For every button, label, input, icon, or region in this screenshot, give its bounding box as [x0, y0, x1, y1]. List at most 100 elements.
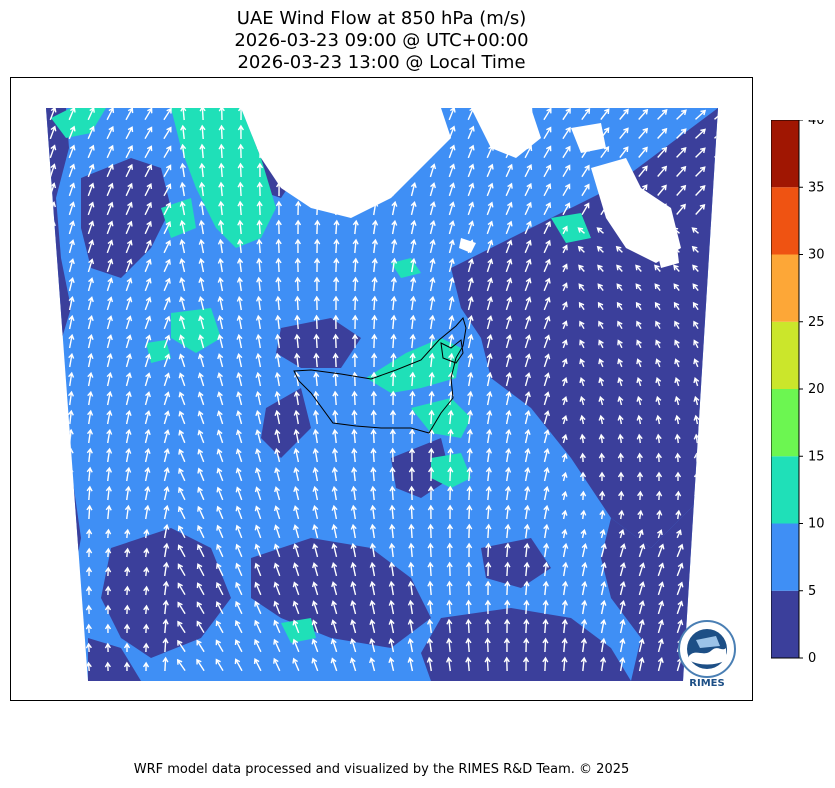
wind-arrow — [332, 333, 339, 349]
wind-arrow — [562, 301, 568, 311]
wind-arrow — [256, 238, 263, 254]
wind-map — [46, 108, 718, 681]
wind-arrow — [485, 466, 492, 482]
wind-arrow — [693, 395, 700, 406]
wind-arrow — [429, 239, 436, 254]
wind-arrow — [218, 108, 225, 121]
wind-arrow — [254, 467, 262, 482]
wind-arrow — [369, 561, 376, 577]
wind-arrow — [619, 165, 629, 178]
wind-arrow — [427, 561, 434, 577]
wind-arrow — [180, 108, 187, 121]
wind-arrow — [349, 657, 357, 672]
wind-arrow — [597, 264, 604, 272]
wind-arrow — [504, 504, 511, 520]
wind-arrow — [635, 301, 642, 311]
wind-arrow — [467, 296, 474, 311]
wind-arrow — [486, 108, 494, 121]
wind-arrow — [391, 108, 399, 121]
wind-arrow — [334, 124, 341, 140]
wind-arrow — [543, 372, 551, 387]
wind-arrow — [429, 276, 436, 292]
wind-arrow — [636, 339, 642, 349]
wind-arrow — [543, 277, 551, 292]
wind-arrow — [255, 314, 262, 330]
wind-arrow — [599, 509, 606, 520]
wind-arrow — [388, 580, 395, 596]
wind-arrow — [580, 528, 587, 539]
wind-arrow — [294, 333, 301, 349]
wind-arrow — [505, 163, 513, 178]
wind-arrow — [657, 600, 665, 615]
wind-arrow — [524, 447, 531, 463]
wind-arrow — [371, 295, 378, 311]
wind-arrow — [352, 219, 359, 235]
wind-arrow — [636, 414, 643, 425]
wind-arrow — [351, 390, 358, 406]
wind-arrow — [255, 371, 262, 387]
wind-arrow — [485, 447, 493, 463]
wind-arrow — [86, 504, 93, 520]
wind-arrow — [87, 277, 94, 292]
wind-arrow — [87, 125, 95, 140]
wind-arrow — [467, 352, 474, 368]
wind-arrow — [143, 585, 150, 596]
wind-arrow — [581, 580, 588, 596]
wind-arrow — [428, 447, 435, 463]
wind-arrow — [106, 409, 113, 425]
wind-arrow — [408, 485, 415, 501]
wind-arrow — [125, 220, 133, 235]
wind-arrow — [198, 219, 205, 235]
wind-arrow — [47, 585, 54, 596]
wind-arrow — [427, 599, 434, 615]
wind-arrow — [711, 283, 718, 292]
wind-arrow — [275, 276, 282, 292]
wind-arrow — [596, 227, 604, 234]
wind-arrow — [234, 639, 243, 653]
wind-arrow — [163, 315, 171, 330]
wind-arrow — [654, 283, 661, 292]
wind-arrow — [313, 390, 320, 406]
wind-arrow — [124, 504, 132, 520]
wind-arrow — [311, 581, 319, 596]
wind-arrow — [87, 144, 95, 159]
wind-arrow — [561, 377, 568, 387]
wind-arrow — [106, 258, 114, 273]
wind-arrow — [619, 202, 628, 215]
wind-arrow — [350, 600, 357, 615]
wind-arrow — [216, 505, 224, 520]
wind-arrow — [198, 296, 205, 311]
wind-arrow — [216, 467, 224, 482]
wind-arrow — [655, 452, 662, 463]
wind-arrow — [543, 410, 550, 425]
wind-arrow — [254, 524, 262, 539]
wind-arrow — [580, 509, 587, 520]
wind-arrow — [543, 296, 551, 311]
wind-arrow — [293, 447, 300, 463]
wind-arrow — [448, 277, 455, 292]
wind-arrow — [505, 409, 512, 425]
wind-arrow — [600, 146, 610, 159]
wind-arrow — [85, 661, 92, 672]
wind-arrow — [505, 277, 513, 292]
wind-arrow — [144, 296, 152, 311]
wind-arrow — [105, 585, 112, 596]
wind-arrow — [49, 276, 56, 292]
wind-arrow — [448, 182, 456, 197]
wind-arrow — [312, 428, 319, 444]
wind-arrow — [144, 258, 152, 273]
wind-arrow — [467, 333, 474, 349]
wind-arrow — [598, 414, 605, 425]
wind-arrow — [391, 200, 398, 216]
wind-arrow — [87, 239, 95, 254]
colorbar-tick-label: 25 — [808, 315, 825, 330]
wind-arrow — [349, 638, 357, 653]
wind-arrow — [196, 563, 205, 577]
wind-arrow — [144, 145, 153, 159]
wind-arrow — [617, 452, 624, 463]
wind-arrow — [673, 264, 680, 272]
wind-arrow — [712, 377, 718, 387]
wind-arrow — [369, 619, 376, 634]
wind-arrow — [144, 410, 151, 425]
wind-arrow — [292, 562, 300, 577]
